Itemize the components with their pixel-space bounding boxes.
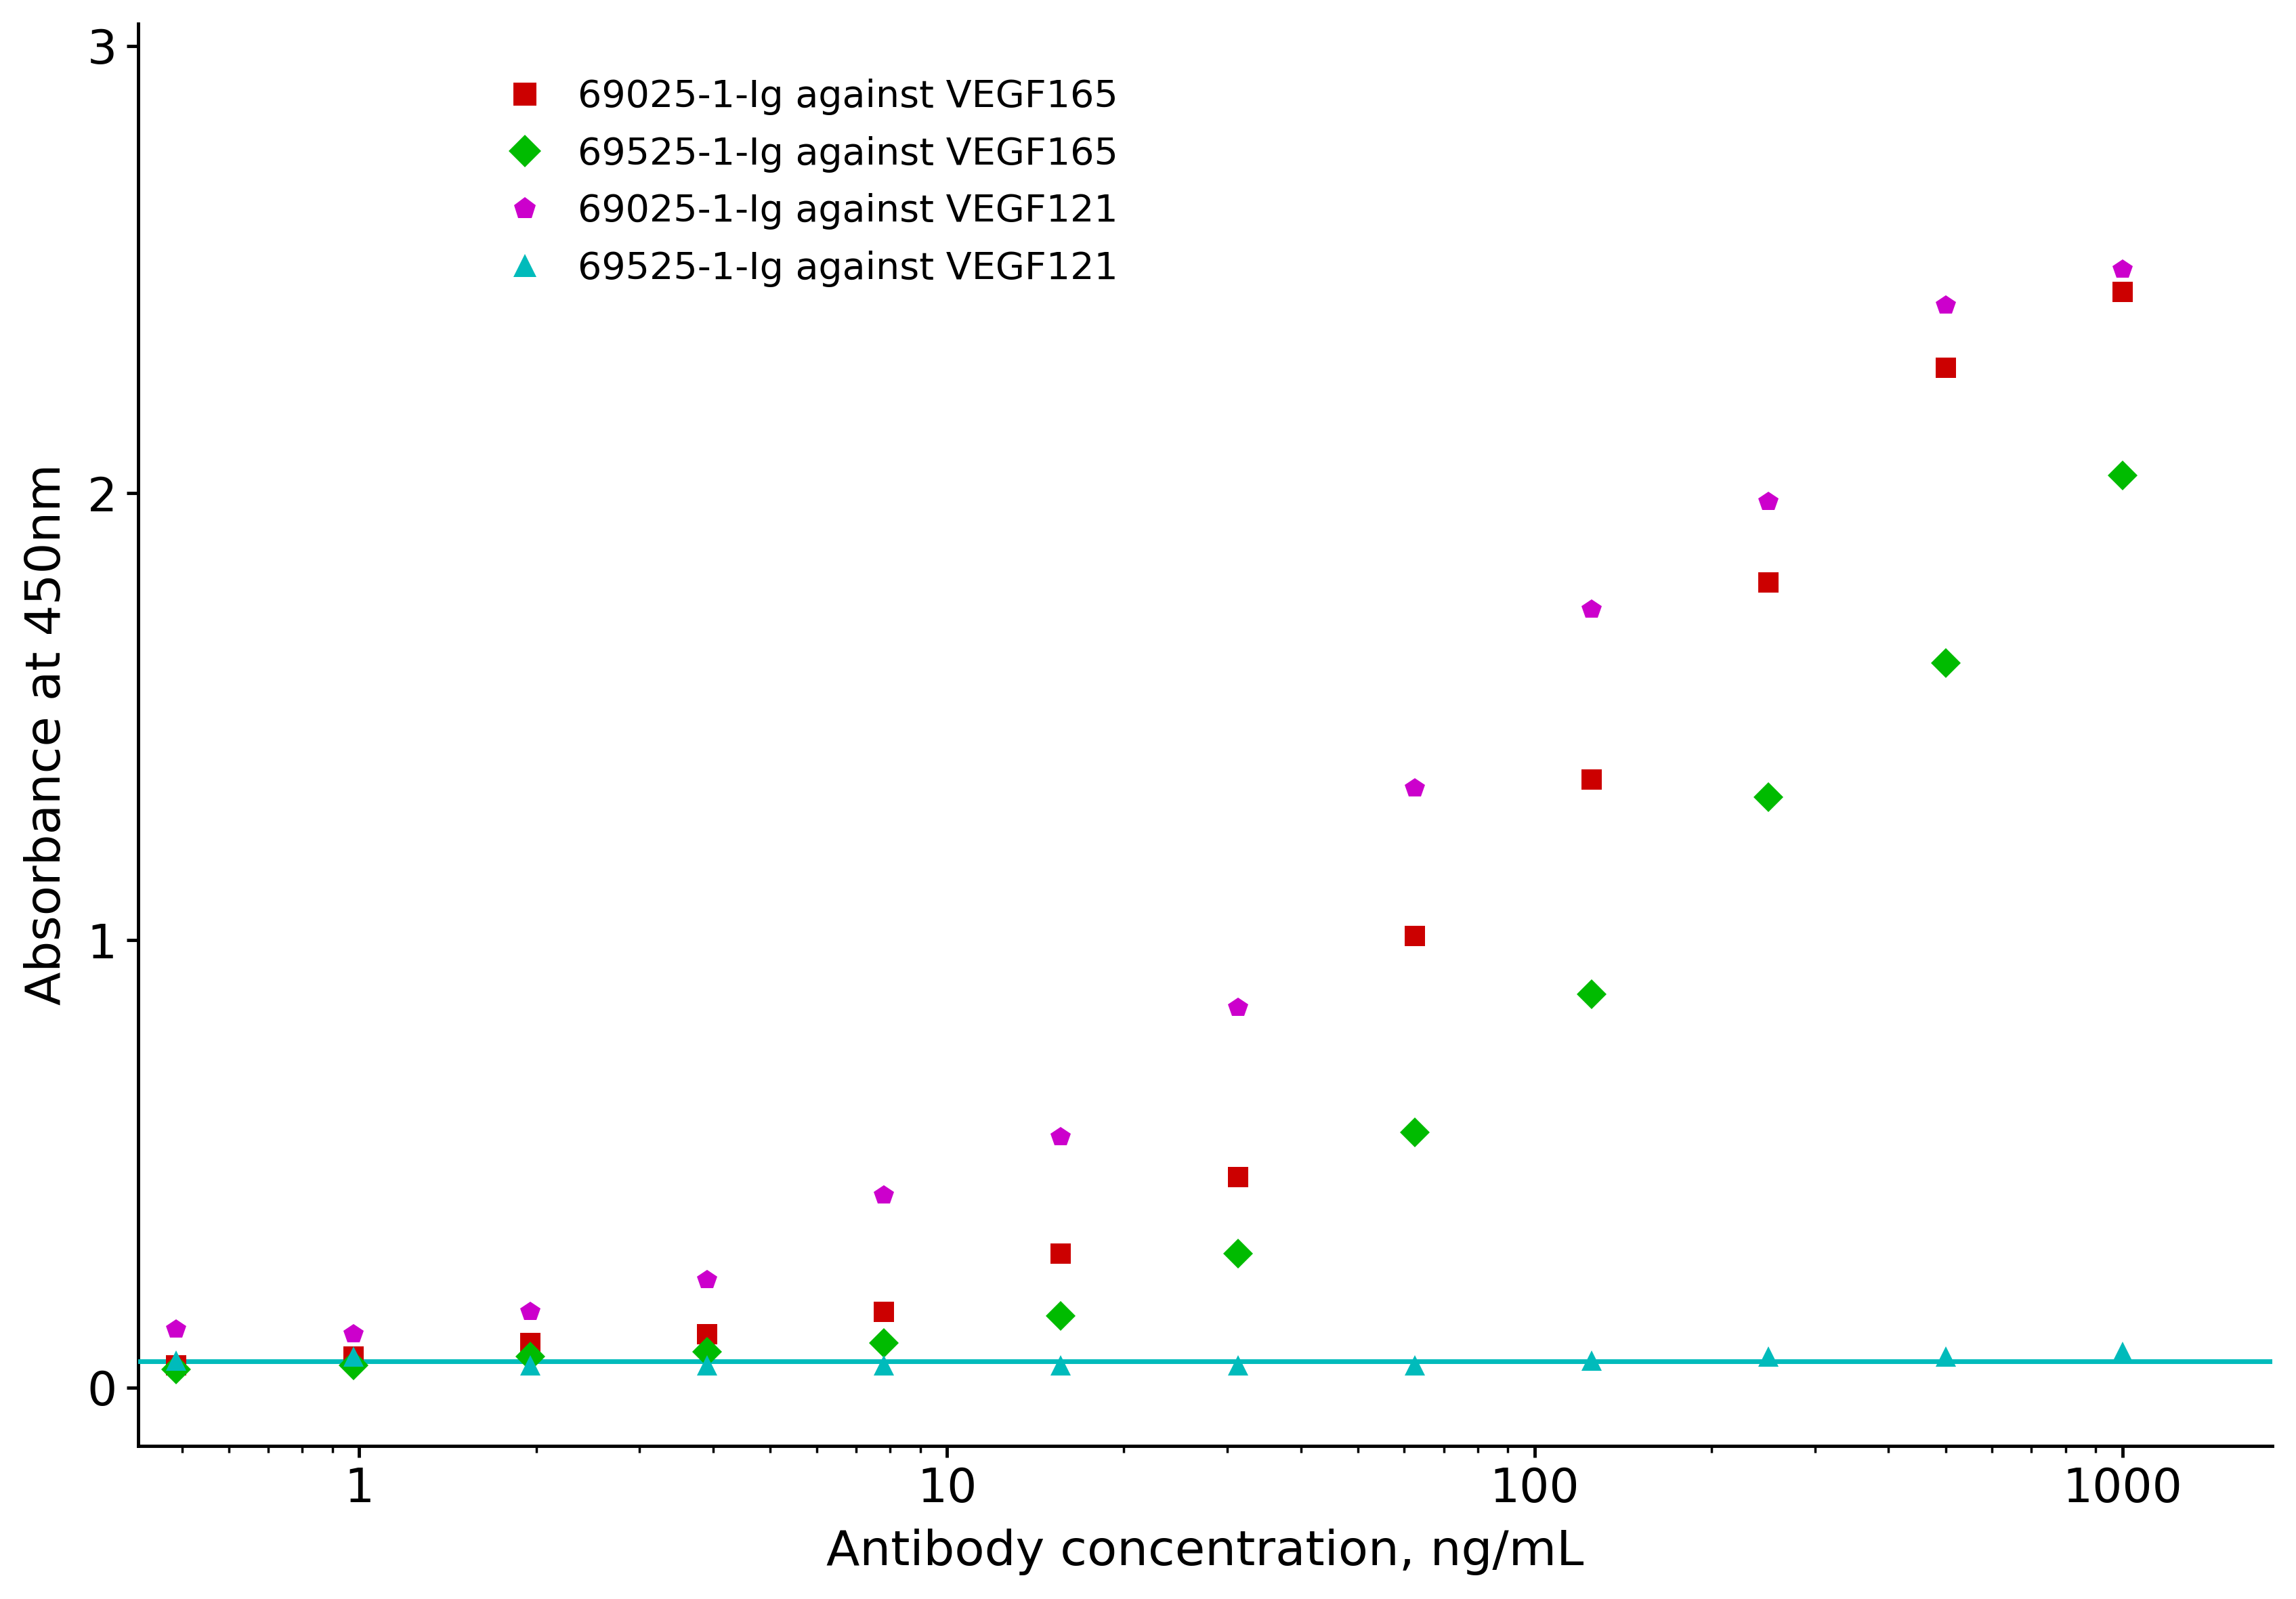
69525-1-Ig against VEGF165 bbox=[693, 1342, 721, 1361]
69025-1-Ig against VEGF121 bbox=[1577, 600, 1605, 619]
69025-1-Ig against VEGF121 bbox=[1224, 998, 1251, 1017]
69525-1-Ig against VEGF121 bbox=[1047, 1356, 1075, 1375]
69025-1-Ig against VEGF121 bbox=[1931, 296, 1958, 315]
69025-1-Ig against VEGF165 bbox=[1401, 926, 1428, 945]
69025-1-Ig against VEGF121 bbox=[340, 1324, 367, 1343]
69525-1-Ig against VEGF121 bbox=[2108, 1342, 2135, 1361]
69525-1-Ig against VEGF165 bbox=[2108, 465, 2135, 484]
69525-1-Ig against VEGF121 bbox=[340, 1346, 367, 1366]
69525-1-Ig against VEGF165 bbox=[1047, 1306, 1075, 1326]
Line: 69025-1-Ig against VEGF121: 69025-1-Ig against VEGF121 bbox=[165, 259, 2133, 1345]
69025-1-Ig against VEGF165 bbox=[1931, 358, 1958, 377]
69525-1-Ig against VEGF165 bbox=[870, 1334, 898, 1353]
69025-1-Ig against VEGF165 bbox=[693, 1324, 721, 1343]
69525-1-Ig against VEGF121 bbox=[1754, 1346, 1782, 1366]
69525-1-Ig against VEGF165 bbox=[517, 1346, 544, 1366]
69525-1-Ig against VEGF165 bbox=[163, 1361, 191, 1380]
Legend: 69025-1-Ig against VEGF165, 69525-1-Ig against VEGF165, 69025-1-Ig against VEGF1: 69025-1-Ig against VEGF165, 69525-1-Ig a… bbox=[487, 64, 1134, 302]
69025-1-Ig against VEGF165 bbox=[2108, 283, 2135, 302]
X-axis label: Antibody concentration, ng/mL: Antibody concentration, ng/mL bbox=[827, 1529, 1584, 1575]
69025-1-Ig against VEGF121 bbox=[517, 1302, 544, 1321]
69025-1-Ig against VEGF165 bbox=[517, 1334, 544, 1353]
69025-1-Ig against VEGF165 bbox=[1577, 769, 1605, 788]
Line: 69025-1-Ig against VEGF165: 69025-1-Ig against VEGF165 bbox=[165, 281, 2133, 1375]
69525-1-Ig against VEGF121 bbox=[517, 1356, 544, 1375]
69525-1-Ig against VEGF165 bbox=[1754, 788, 1782, 807]
69025-1-Ig against VEGF165 bbox=[1047, 1244, 1075, 1263]
69525-1-Ig against VEGF121 bbox=[870, 1356, 898, 1375]
69025-1-Ig against VEGF121 bbox=[693, 1271, 721, 1290]
69525-1-Ig against VEGF121 bbox=[1931, 1346, 1958, 1366]
Y-axis label: Absorbance at 450nm: Absorbance at 450nm bbox=[23, 464, 71, 1006]
69025-1-Ig against VEGF121 bbox=[1401, 779, 1428, 798]
69525-1-Ig against VEGF165 bbox=[1224, 1244, 1251, 1263]
69525-1-Ig against VEGF165 bbox=[340, 1356, 367, 1375]
69025-1-Ig against VEGF121 bbox=[1047, 1127, 1075, 1146]
69025-1-Ig against VEGF165 bbox=[1224, 1167, 1251, 1186]
69525-1-Ig against VEGF121 bbox=[1577, 1351, 1605, 1370]
69025-1-Ig against VEGF165 bbox=[163, 1356, 191, 1375]
69025-1-Ig against VEGF121 bbox=[870, 1186, 898, 1206]
69025-1-Ig against VEGF165 bbox=[1754, 572, 1782, 592]
69025-1-Ig against VEGF121 bbox=[163, 1319, 191, 1338]
69525-1-Ig against VEGF121 bbox=[1224, 1356, 1251, 1375]
69525-1-Ig against VEGF121 bbox=[163, 1351, 191, 1370]
69025-1-Ig against VEGF121 bbox=[1754, 492, 1782, 512]
69525-1-Ig against VEGF165 bbox=[1577, 985, 1605, 1004]
69525-1-Ig against VEGF165 bbox=[1931, 654, 1958, 673]
Line: 69525-1-Ig against VEGF121: 69525-1-Ig against VEGF121 bbox=[165, 1342, 2133, 1375]
69525-1-Ig against VEGF165 bbox=[1401, 1122, 1428, 1142]
Line: 69525-1-Ig against VEGF165: 69525-1-Ig against VEGF165 bbox=[165, 465, 2133, 1380]
69525-1-Ig against VEGF121 bbox=[1401, 1356, 1428, 1375]
69025-1-Ig against VEGF121 bbox=[2108, 261, 2135, 280]
69025-1-Ig against VEGF165 bbox=[870, 1302, 898, 1321]
69525-1-Ig against VEGF121 bbox=[693, 1356, 721, 1375]
69025-1-Ig against VEGF165 bbox=[340, 1346, 367, 1366]
